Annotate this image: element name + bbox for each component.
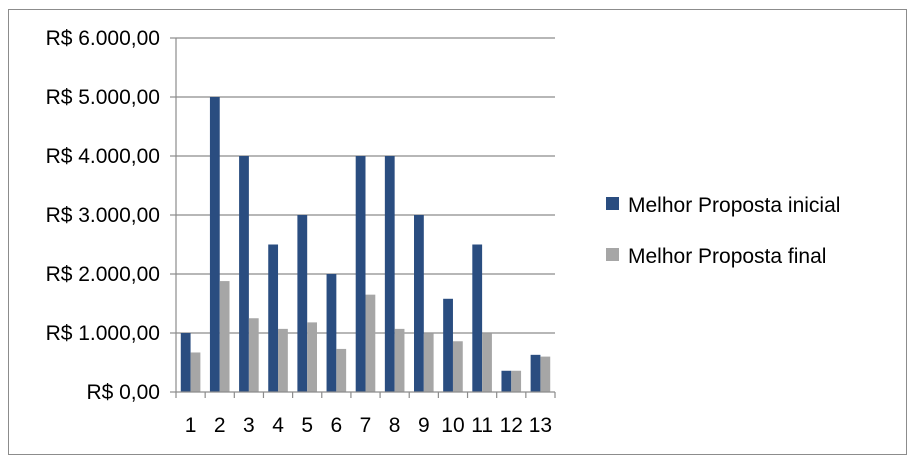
x-tick-label: 8 bbox=[389, 414, 401, 437]
bar-initial bbox=[530, 354, 541, 392]
bar-final bbox=[365, 294, 376, 392]
bar-initial bbox=[384, 156, 395, 392]
bar-final bbox=[511, 370, 522, 392]
y-axis: R$ 0,00 R$ 1.000,00 R$ 2.000,00 R$ 3.000,00… bbox=[46, 27, 177, 404]
legend-label-initial: Melhor Proposta inicial bbox=[628, 194, 840, 217]
legend-swatch-final bbox=[606, 248, 619, 261]
x-tick-label: 11 bbox=[471, 414, 493, 437]
y-tick-label: R$ 2.000,00 bbox=[46, 263, 160, 286]
bar-initial bbox=[472, 244, 483, 392]
bar-initial bbox=[209, 97, 220, 392]
bar-final bbox=[307, 322, 317, 392]
x-tick-label: 1 bbox=[185, 414, 197, 437]
legend-label-final: Melhor Proposta final bbox=[628, 245, 826, 268]
bar-initial bbox=[239, 156, 249, 392]
bar-final bbox=[278, 328, 288, 392]
x-tick-label: 13 bbox=[529, 414, 552, 437]
legend: Melhor Proposta inicial Melhor Proposta f… bbox=[606, 194, 840, 268]
bar-initial bbox=[268, 244, 279, 392]
legend-swatch-initial bbox=[606, 197, 619, 210]
bar-initial bbox=[443, 298, 453, 392]
bar-initial bbox=[326, 274, 337, 392]
x-tick-label: 3 bbox=[243, 414, 255, 437]
y-tick-label: R$ 0,00 bbox=[86, 381, 160, 404]
y-tick-label: R$ 4.000,00 bbox=[46, 145, 160, 168]
bar-initial bbox=[180, 333, 191, 392]
y-tick-label: R$ 5.000,00 bbox=[46, 86, 160, 109]
y-tick-label: R$ 1.000,00 bbox=[46, 322, 160, 345]
bar-final bbox=[540, 356, 551, 392]
bar-final bbox=[336, 348, 347, 392]
x-tick-label: 2 bbox=[214, 414, 226, 437]
x-tick-label: 10 bbox=[441, 414, 464, 437]
y-tick-label: R$ 6.000,00 bbox=[46, 27, 160, 50]
bar-final bbox=[394, 328, 405, 392]
x-tick-label: 4 bbox=[272, 414, 284, 437]
x-tick-label: 12 bbox=[500, 414, 523, 437]
x-tick-label: 7 bbox=[360, 414, 372, 437]
bar-final bbox=[190, 352, 201, 392]
x-axis: 1 2 3 4 5 6 7 8 9 10 11 12 13 bbox=[175, 391, 556, 437]
x-tick-label: 6 bbox=[331, 414, 343, 437]
x-tick-label: 9 bbox=[418, 414, 430, 437]
bar-final bbox=[248, 318, 259, 392]
bar-final bbox=[482, 333, 492, 392]
bar-initial bbox=[501, 370, 512, 392]
bar-final bbox=[423, 333, 434, 392]
bars bbox=[180, 97, 551, 392]
x-tick-label: 5 bbox=[301, 414, 313, 437]
bar-final bbox=[219, 281, 230, 392]
bar-initial bbox=[414, 215, 424, 392]
bar-initial bbox=[297, 215, 308, 392]
bar-initial bbox=[355, 156, 366, 392]
bar-final bbox=[452, 341, 463, 392]
y-tick-label: R$ 3.000,00 bbox=[46, 204, 160, 227]
